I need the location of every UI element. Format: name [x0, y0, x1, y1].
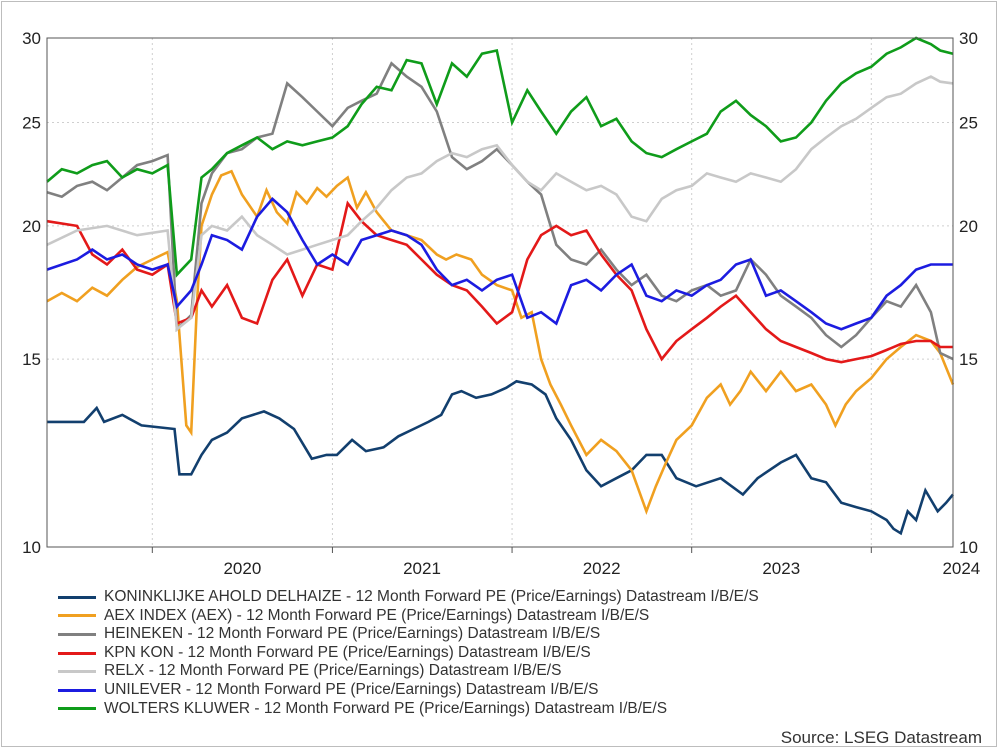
series-line-0 [47, 379, 954, 536]
x-tick-label: 2020 [223, 559, 261, 578]
y-tick-label-left: 25 [22, 113, 41, 132]
y-tick-label-right: 20 [959, 217, 978, 236]
legend-label: KONINKLIJKE AHOLD DELHAIZE - 12 Month Fo… [104, 588, 759, 605]
series-line-6 [46, 36, 954, 278]
legend-label: HEINEKEN - 12 Month Forward PE (Price/Ea… [104, 625, 601, 643]
legend-swatch [58, 651, 96, 655]
y-tick-label-left: 15 [22, 350, 41, 369]
legend-item: KONINKLIJKE AHOLD DELHAIZE - 12 Month Fo… [58, 588, 759, 607]
legend-swatch [58, 707, 96, 711]
y-tick-label-left: 10 [22, 538, 41, 557]
y-tick-label-right: 30 [959, 29, 978, 48]
y-axis: 10 10 15 15 20 20 25 25 30 30 [22, 29, 978, 557]
legend-swatch [58, 614, 96, 618]
y-tick-label-right: 10 [959, 538, 978, 557]
plot-border [46, 37, 954, 548]
y-tick-label-right: 15 [959, 350, 978, 369]
y-tick-label-left: 20 [22, 217, 41, 236]
x-tick-label: 2023 [762, 559, 800, 578]
y-tick-label-left: 30 [22, 29, 41, 48]
y-tick-label-right: 25 [959, 113, 978, 132]
legend: KONINKLIJKE AHOLD DELHAIZE - 12 Month Fo… [58, 588, 759, 718]
x-axis: 2020 2021 2022 2023 2024 [151, 547, 980, 578]
x-tick-label: 2024 [942, 559, 980, 578]
legend-swatch [58, 670, 96, 674]
series-line-2 [46, 61, 954, 361]
series-line-3 [46, 200, 953, 364]
legend-label: UNILEVER - 12 Month Forward PE (Price/Ea… [104, 680, 599, 698]
x-tick-label: 2022 [583, 559, 621, 578]
series-line-5 [46, 197, 953, 331]
legend-item: KPN KON - 12 Month Forward PE (Price/Ear… [58, 644, 759, 663]
legend-swatch [58, 595, 96, 599]
series-line-4 [46, 75, 954, 332]
source-note: Source: LSEG Datastream [780, 728, 982, 747]
series-lines [46, 36, 955, 536]
x-tick-label: 2021 [403, 559, 441, 578]
legend-label: RELX - 12 Month Forward PE (Price/Earnin… [104, 662, 562, 680]
legend-item: WOLTERS KLUWER - 12 Month Forward PE (Pr… [58, 700, 759, 719]
legend-item: RELX - 12 Month Forward PE (Price/Earnin… [58, 662, 759, 681]
legend-label: WOLTERS KLUWER - 12 Month Forward PE (Pr… [104, 699, 668, 717]
legend-item: HEINEKEN - 12 Month Forward PE (Price/Ea… [58, 625, 759, 644]
legend-swatch [58, 688, 96, 692]
series-line-1 [46, 169, 955, 516]
legend-swatch [58, 632, 96, 636]
legend-label: KPN KON - 12 Month Forward PE (Price/Ear… [104, 643, 591, 661]
legend-item: UNILEVER - 12 Month Forward PE (Price/Ea… [58, 681, 759, 700]
legend-item: AEX INDEX (AEX) - 12 Month Forward PE (P… [58, 607, 759, 626]
legend-label: AEX INDEX (AEX) - 12 Month Forward PE (P… [104, 606, 650, 624]
